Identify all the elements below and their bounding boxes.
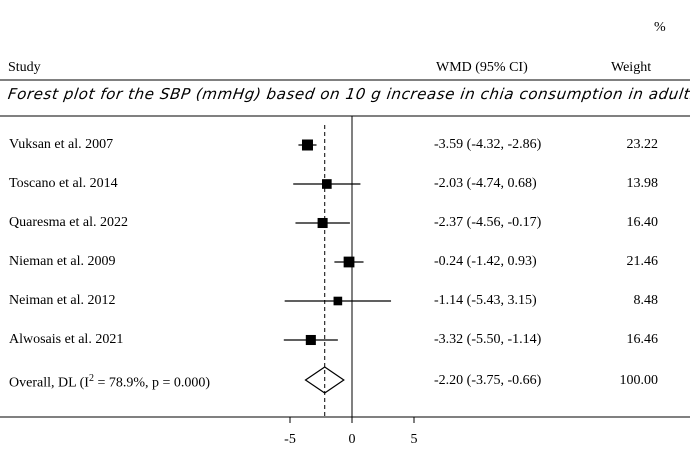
study-ci-text: -1.14 (-5.43, 3.15) (434, 293, 537, 308)
study-estimate-marker (317, 217, 328, 229)
study-ci-text: -2.37 (-4.56, -0.17) (434, 215, 542, 230)
study-name: Vuksan et al. 2007 (9, 137, 114, 152)
study-name: Toscano et al. 2014 (9, 176, 118, 191)
study-name: Alwosais et al. 2021 (9, 332, 124, 347)
x-tick-label: 0 (349, 432, 356, 447)
percent-header: % (654, 20, 666, 35)
study-name: Nieman et al. 2009 (9, 254, 116, 269)
study-estimate-marker (301, 139, 313, 151)
study-weight-text: 13.98 (626, 176, 659, 191)
study-name: Quaresma et al. 2022 (9, 215, 128, 230)
study-ci-text: -3.32 (-5.50, -1.14) (434, 332, 542, 347)
study-weight-text: 8.48 (633, 293, 659, 308)
x-tick-label: 5 (411, 432, 418, 447)
study-weight-text: 16.40 (626, 215, 659, 230)
overall-label: Overall, DL (I2 = 78.9%, p = 0.000) (9, 373, 211, 391)
study-estimate-marker (305, 334, 316, 346)
study-estimate-marker (333, 296, 343, 306)
effect-column-header: WMD (95% CI) (436, 60, 528, 75)
study-ci-text: -0.24 (-1.42, 0.93) (434, 254, 537, 269)
study-weight-text: 16.46 (626, 332, 659, 347)
study-weight-text: 21.46 (626, 254, 659, 269)
study-ci-text: -3.59 (-4.32, -2.86) (434, 137, 542, 152)
x-tick-label: -5 (284, 432, 296, 447)
overall-ci-text: -2.20 (-3.75, -0.66) (434, 373, 542, 388)
study-ci-text: -2.03 (-4.74, 0.68) (434, 176, 537, 191)
study-estimate-marker (343, 256, 355, 268)
study-name: Neiman et al. 2012 (9, 293, 116, 308)
study-estimate-marker (322, 179, 332, 189)
weight-column-header: Weight (611, 60, 652, 75)
overall-diamond (304, 366, 345, 394)
study-column-header: Study (8, 60, 41, 75)
overall-weight-text: 100.00 (619, 373, 659, 388)
study-weight-text: 23.22 (626, 137, 659, 152)
